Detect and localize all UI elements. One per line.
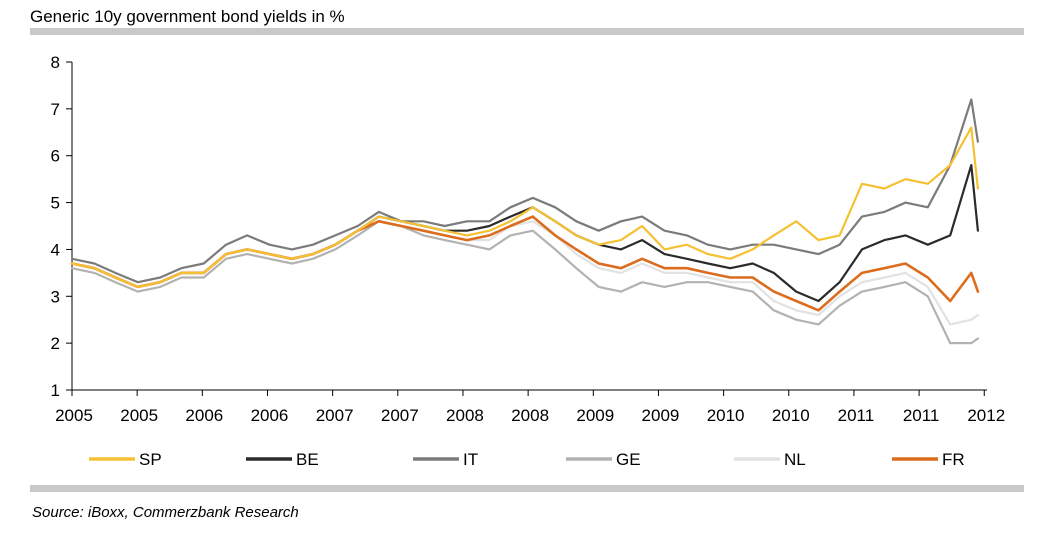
- x-tick-label: 2006: [185, 406, 223, 425]
- y-tick-label: 5: [51, 194, 60, 213]
- legend-label-fr: FR: [942, 450, 965, 469]
- x-tick-label: 2009: [576, 406, 614, 425]
- x-tick-label: 2011: [903, 406, 940, 425]
- legend-label-ge: GE: [616, 450, 641, 469]
- legend: SP BE IT GE NL FR: [89, 450, 965, 469]
- x-tick-label: 2012: [967, 406, 1005, 425]
- top-divider: [30, 28, 1024, 35]
- y-tick-label: 3: [51, 287, 60, 306]
- x-tick-label: 2008: [446, 406, 484, 425]
- y-tick-label: 8: [51, 53, 60, 72]
- x-tick-label: 2010: [707, 406, 745, 425]
- x-tick-label: 2005: [120, 406, 158, 425]
- y-tick-label: 1: [51, 381, 60, 400]
- bottom-divider: [30, 485, 1024, 492]
- y-tick-label: 4: [51, 240, 60, 259]
- legend-label-be: BE: [296, 450, 319, 469]
- legend-label-sp: SP: [139, 450, 162, 469]
- chart-title: Generic 10y government bond yields in %: [30, 7, 345, 26]
- x-axis: 2005 2005 2006 2006 2007 2007 2008 2008 2009 2009…: [55, 389, 1005, 425]
- x-tick-label: 2006: [251, 406, 289, 425]
- legend-label-it: IT: [463, 450, 478, 469]
- x-tick-label: 2005: [55, 406, 93, 425]
- legend-label-nl: NL: [784, 450, 806, 469]
- x-tick-label: 2010: [772, 406, 810, 425]
- y-tick-label: 6: [51, 147, 60, 166]
- x-tick-label: 2011: [838, 406, 875, 425]
- series-lines: [70, 98, 980, 345]
- x-tick-label: 2007: [316, 406, 354, 425]
- y-tick-label: 7: [51, 100, 60, 119]
- series-line-sp: [70, 126, 980, 288]
- x-tick-label: 2007: [381, 406, 419, 425]
- x-tick-label: 2008: [511, 406, 549, 425]
- y-tick-label: 2: [51, 334, 60, 353]
- y-axis: 1 2 3 4 5 6 7 8: [51, 53, 73, 400]
- source-note: Source: iBoxx, Commerzbank Research: [32, 504, 299, 521]
- series-line-it: [70, 98, 980, 284]
- x-tick-label: 2009: [642, 406, 680, 425]
- series-line-ge: [70, 220, 980, 345]
